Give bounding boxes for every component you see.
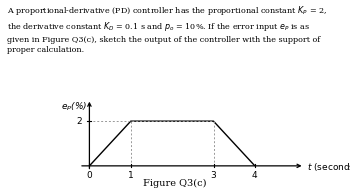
Text: 4: 4: [252, 171, 258, 180]
Text: 2: 2: [76, 117, 82, 126]
Text: 1: 1: [128, 171, 134, 180]
Text: 3: 3: [211, 171, 216, 180]
Text: A proportional-derivative (PD) controller has the proportional constant $K_P$ = : A proportional-derivative (PD) controlle…: [7, 4, 327, 54]
Text: $t$ (seconds): $t$ (seconds): [307, 161, 350, 173]
Text: 0: 0: [86, 171, 92, 180]
Text: Figure Q3(c): Figure Q3(c): [143, 179, 207, 188]
Text: $e_P$(%): $e_P$(%): [61, 100, 88, 113]
